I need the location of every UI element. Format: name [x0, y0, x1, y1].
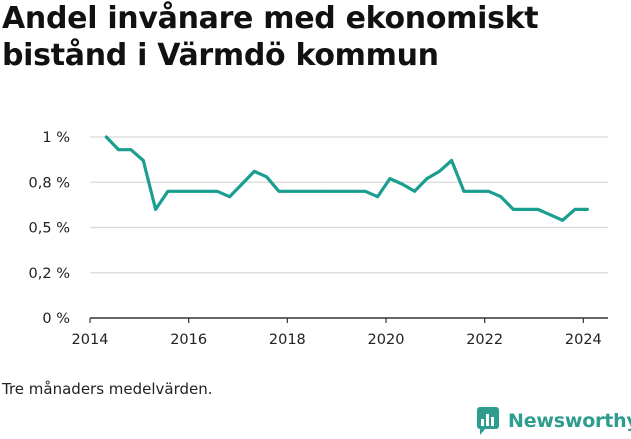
- data-point: [548, 213, 552, 217]
- data-point: [252, 169, 256, 173]
- y-axis-ticks: 0 % 0,2 % 0,5 % 0,8 % 1 %: [29, 130, 70, 327]
- data-point: [573, 208, 577, 211]
- series-layer: [104, 135, 589, 222]
- data-point: [265, 175, 269, 179]
- data-point: [191, 189, 195, 193]
- x-tick-label: 2016: [170, 332, 207, 348]
- data-point: [240, 182, 244, 186]
- chart-title: Andel invånare med ekonomiskt bistånd i …: [2, 1, 539, 73]
- y-tick-label: 1 %: [42, 130, 70, 146]
- data-point: [104, 135, 108, 139]
- x-tick-label: 2022: [466, 332, 503, 348]
- x-tick-label: 2018: [269, 332, 306, 348]
- data-point: [413, 189, 417, 193]
- data-point: [117, 148, 121, 152]
- data-point: [228, 195, 232, 199]
- newsworthy-logo-text: Newsworthy: [508, 410, 631, 432]
- data-point: [166, 189, 170, 193]
- data-point: [154, 208, 158, 211]
- data-point: [561, 218, 565, 222]
- line-chart: 0 %0,2 %0,5 %0,8 %1 % 2014 2016 2018 2020 20…: [29, 130, 608, 348]
- data-point: [511, 208, 515, 211]
- data-point: [400, 182, 404, 186]
- data-point: [326, 189, 330, 193]
- data-point: [289, 189, 293, 193]
- data-point: [536, 208, 540, 211]
- data-point: [178, 189, 182, 193]
- data-point: [524, 208, 528, 211]
- data-point: [302, 189, 306, 193]
- x-axis-ticks: 2014 2016 2018 2020 2022 2024: [72, 318, 602, 348]
- newsworthy-logo: Newsworthy: [476, 406, 631, 436]
- data-point: [425, 177, 429, 181]
- y-tick-label: 0,8 %: [29, 175, 70, 191]
- gridlines: [90, 136, 608, 319]
- x-tick-label: 2014: [72, 332, 109, 348]
- newsworthy-logo-icon: [477, 407, 499, 435]
- data-point: [351, 189, 355, 193]
- x-tick-label: 2024: [565, 332, 602, 348]
- y-tick-label: 0,2 %: [29, 266, 70, 282]
- data-point: [487, 189, 491, 193]
- series-line: [104, 135, 589, 222]
- x-tick-label: 2020: [368, 332, 405, 348]
- data-point: [314, 189, 318, 193]
- data-point: [499, 195, 503, 199]
- data-point: [474, 189, 478, 193]
- chart-note: Tre månaders medelvärden.: [2, 380, 213, 398]
- data-point: [363, 189, 367, 193]
- data-point: [450, 159, 454, 162]
- data-point: [203, 189, 207, 193]
- y-tick-label: 0,5 %: [29, 221, 70, 237]
- data-point: [277, 189, 281, 193]
- data-point: [339, 189, 343, 193]
- data-point: [388, 177, 392, 181]
- y-tick-label: 0 %: [42, 311, 70, 327]
- data-point: [141, 159, 145, 162]
- data-point: [215, 189, 219, 193]
- data-point: [437, 169, 441, 173]
- data-point: [129, 148, 133, 152]
- data-point: [376, 195, 380, 199]
- data-point: [585, 208, 589, 211]
- data-point: [462, 189, 466, 193]
